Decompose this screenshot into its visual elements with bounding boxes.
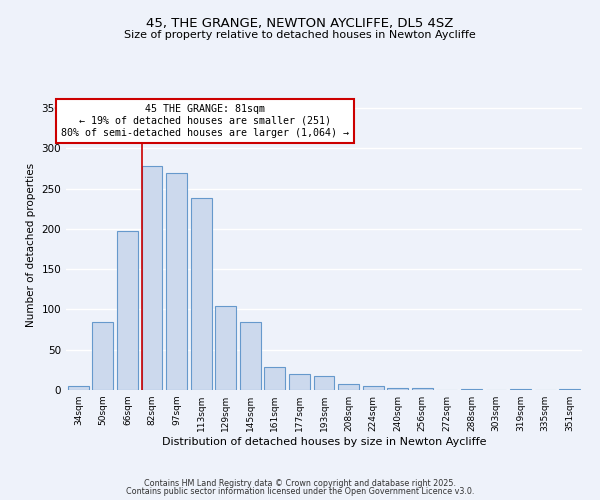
Bar <box>142 166 163 390</box>
X-axis label: Distribution of detached houses by size in Newton Aycliffe: Distribution of detached houses by size … <box>162 437 486 447</box>
Text: Size of property relative to detached houses in Newton Aycliffe: Size of property relative to detached ho… <box>124 30 476 40</box>
Bar <box>338 384 359 390</box>
Bar <box>240 322 261 390</box>
Bar <box>412 388 433 390</box>
Bar <box>68 386 89 390</box>
Bar <box>559 389 580 390</box>
Bar <box>166 172 187 390</box>
Text: 45, THE GRANGE, NEWTON AYCLIFFE, DL5 4SZ: 45, THE GRANGE, NEWTON AYCLIFFE, DL5 4SZ <box>146 18 454 30</box>
Bar <box>510 389 531 390</box>
Bar <box>117 232 138 390</box>
Bar <box>387 388 408 390</box>
Text: Contains public sector information licensed under the Open Government Licence v3: Contains public sector information licen… <box>126 487 474 496</box>
Bar <box>362 386 383 390</box>
Bar <box>215 306 236 390</box>
Bar <box>191 198 212 390</box>
Bar <box>289 374 310 390</box>
Bar <box>461 389 482 390</box>
Y-axis label: Number of detached properties: Number of detached properties <box>26 163 36 327</box>
Bar <box>265 368 286 390</box>
Text: 45 THE GRANGE: 81sqm
← 19% of detached houses are smaller (251)
80% of semi-deta: 45 THE GRANGE: 81sqm ← 19% of detached h… <box>61 104 349 138</box>
Text: Contains HM Land Registry data © Crown copyright and database right 2025.: Contains HM Land Registry data © Crown c… <box>144 478 456 488</box>
Bar <box>314 376 334 390</box>
Bar <box>92 322 113 390</box>
